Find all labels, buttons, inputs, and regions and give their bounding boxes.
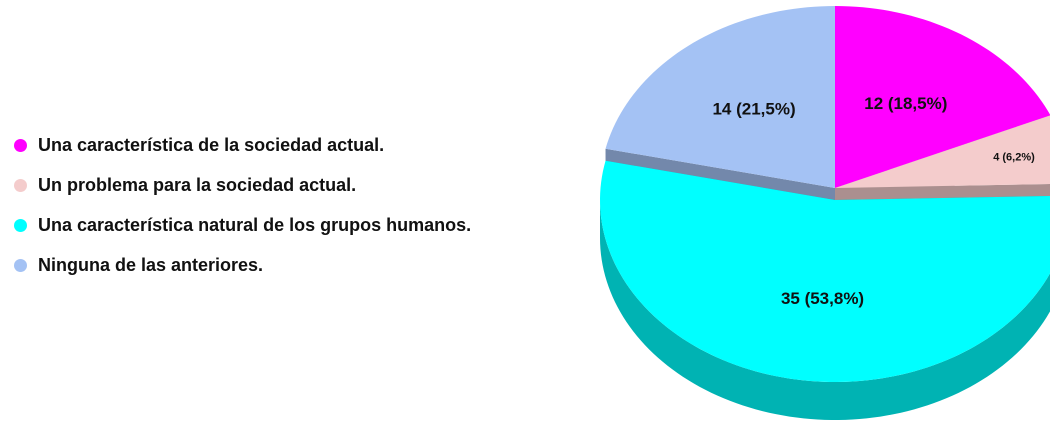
pie-slice: [605, 6, 835, 188]
slice-label: 35 (53,8%): [781, 289, 864, 308]
legend-item: Un problema para la sociedad actual.: [14, 174, 524, 196]
slice-label: 12 (18,5%): [864, 94, 947, 113]
pie-slice: [835, 115, 1050, 188]
slice-side: [600, 200, 1050, 420]
legend-item: Una característica de la sociedad actual…: [14, 134, 524, 156]
legend-swatch: [14, 179, 27, 192]
legend-label: Ninguna de las anteriores.: [38, 255, 264, 275]
legend-swatch: [14, 259, 27, 272]
legend-label: Una característica de la sociedad actual…: [38, 135, 385, 155]
legend-swatch: [14, 139, 27, 152]
pie-slice: [600, 160, 1050, 382]
pie-slice: [835, 6, 1050, 188]
legend-swatch: [14, 219, 27, 232]
slice-label: 4 (6,2%): [993, 151, 1035, 163]
legend-label: Un problema para la sociedad actual.: [38, 175, 357, 195]
pie-top: [600, 6, 1050, 382]
legend-label: Una característica natural de los grupos…: [38, 215, 472, 235]
slice-label: 14 (21,5%): [712, 99, 795, 118]
legend-item: Ninguna de las anteriores.: [14, 254, 524, 276]
legend: Una característica de la sociedad actual…: [14, 134, 524, 294]
legend-item: Una característica natural de los grupos…: [14, 214, 524, 236]
